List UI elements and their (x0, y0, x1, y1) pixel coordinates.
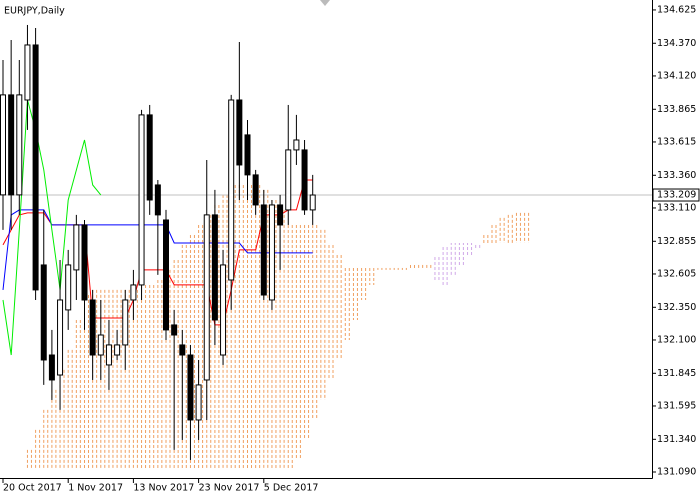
candle-body (301, 149, 308, 211)
x-tick-label: 1 Nov 2017 (68, 483, 123, 494)
candle-body (154, 184, 161, 216)
x-tick-label: 20 Oct 2017 (3, 483, 62, 494)
y-tick-label: 134.120 (657, 70, 696, 81)
y-tick-label: 133.615 (657, 136, 696, 147)
y-tick-label: 134.625 (657, 4, 696, 15)
chart-title: EURJPY,Daily (4, 6, 65, 17)
y-tick-label: 133.110 (657, 202, 696, 213)
candle-body (146, 114, 153, 201)
candle-body (122, 299, 129, 346)
candle-body (277, 204, 284, 226)
y-tick-label: 133.360 (657, 170, 696, 181)
candle-body (24, 44, 31, 101)
y-tick-label: 132.605 (657, 268, 696, 279)
candle-body (163, 219, 169, 331)
candle-body (171, 324, 178, 336)
y-tick-label: 133.865 (657, 104, 696, 115)
x-tick-label: 13 Nov 2017 (133, 483, 194, 494)
candle-body (8, 94, 15, 196)
candle-body (179, 344, 186, 356)
candle-body (220, 264, 227, 356)
candle-body (244, 134, 251, 176)
candle-body (203, 214, 210, 381)
candle-body (260, 204, 267, 296)
candle-body (65, 264, 72, 311)
candle-body (81, 224, 88, 301)
candle-body (285, 149, 292, 211)
candle-body (228, 99, 235, 281)
candle-body (252, 174, 259, 206)
y-tick-label: 132.100 (657, 334, 696, 345)
y-tick-label: 132.855 (657, 236, 696, 247)
candle-body (138, 114, 145, 286)
indicator-line (2, 99, 102, 356)
candle-body (195, 384, 202, 421)
candle-body (309, 194, 316, 211)
current-price-label: 133.209 (657, 190, 696, 201)
x-tick-label: 23 Nov 2017 (199, 483, 260, 494)
y-tick-label: 131.595 (657, 400, 696, 411)
y-tick-label: 131.090 (657, 466, 696, 477)
y-tick-label: 134.370 (657, 38, 696, 49)
y-tick-label: 131.340 (657, 434, 696, 445)
plot-area (0, 24, 652, 470)
current-price-box (652, 188, 700, 202)
candle-body (293, 139, 300, 151)
candle-body (89, 299, 96, 356)
candle-body (268, 204, 275, 301)
candle-body (236, 99, 243, 166)
candle-body (16, 94, 23, 196)
candle-body (105, 344, 112, 366)
candle-body (40, 264, 47, 361)
candle-body (32, 44, 39, 291)
candle-body (187, 354, 194, 421)
y-tick-label: 131.845 (657, 368, 696, 379)
candle-body (73, 224, 80, 271)
candle-body (130, 284, 137, 301)
candle-body (211, 214, 218, 321)
y-tick-label: 132.350 (657, 302, 696, 313)
x-tick-label: 5 Dec 2017 (264, 483, 319, 494)
candle-body (57, 299, 64, 376)
candle-body (0, 94, 6, 196)
candle-body (114, 344, 121, 356)
shift-marker (320, 0, 330, 6)
candle-body (48, 354, 55, 381)
candle-body (97, 334, 104, 356)
